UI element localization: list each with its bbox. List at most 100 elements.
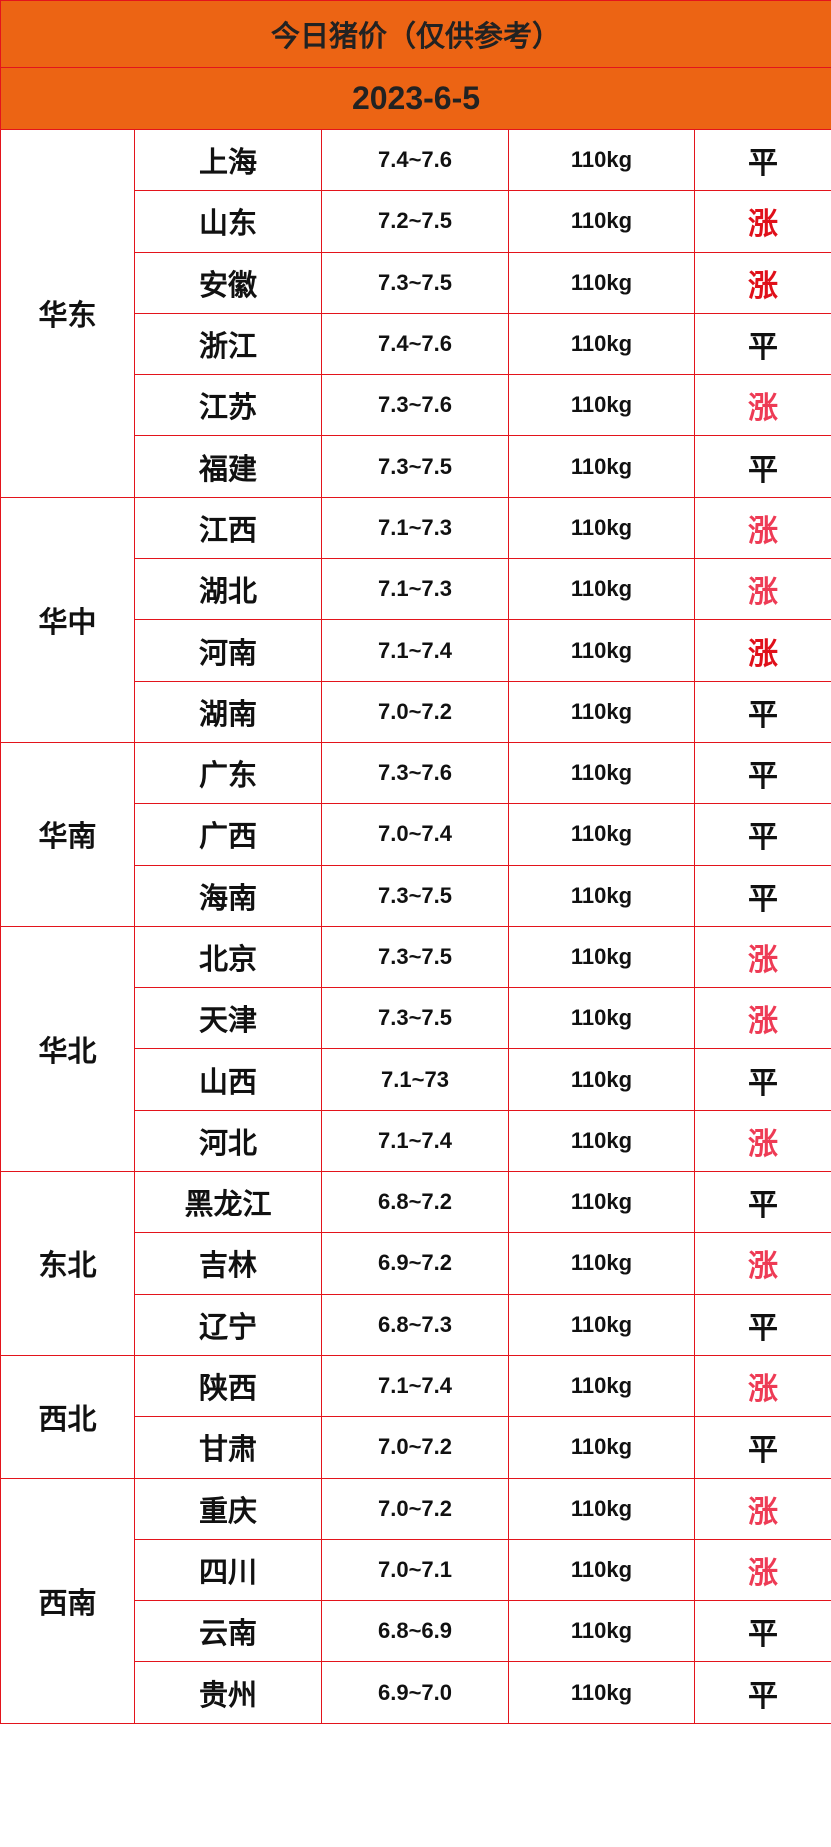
trend: 平 <box>694 803 831 866</box>
price-range: 7.1~7.4 <box>321 619 509 682</box>
province: 陕西 <box>134 1354 322 1418</box>
price-range: 7.0~7.4 <box>321 803 509 866</box>
price-range: 7.3~7.6 <box>321 741 509 805</box>
weight: 110kg <box>508 374 695 437</box>
table-row: 浙江 7.4~7.6 110kg 平 <box>1 312 831 376</box>
price-range: 7.3~7.5 <box>321 251 509 314</box>
price-range: 7.1~7.4 <box>321 1109 509 1173</box>
weight: 110kg <box>508 1048 695 1111</box>
weight: 110kg <box>508 312 695 376</box>
weight: 110kg <box>508 1109 695 1173</box>
table-row: 河南 7.1~7.4 110kg 涨 <box>1 619 831 682</box>
weight: 110kg <box>508 190 695 253</box>
trend: 涨 <box>694 496 831 560</box>
province: 广东 <box>134 741 322 805</box>
price-range: 7.1~7.4 <box>321 1354 509 1418</box>
table-row: 西南 重庆 7.0~7.2 110kg 涨 <box>0 1477 831 1724</box>
price-range: 7.3~7.5 <box>321 435 509 498</box>
weight: 110kg <box>508 925 695 989</box>
trend: 涨 <box>694 987 831 1050</box>
trend: 平 <box>694 741 831 805</box>
weight: 110kg <box>508 1416 695 1479</box>
weight: 110kg <box>508 1661 695 1724</box>
price-range: 7.3~7.5 <box>321 864 509 927</box>
table-row: 广西 7.0~7.4 110kg 平 <box>1 803 831 866</box>
table-row: 西北 陕西 7.1~7.4 110kg 涨 <box>0 1354 831 1479</box>
trend: 涨 <box>694 1477 831 1540</box>
price-range: 6.8~6.9 <box>321 1600 509 1663</box>
table-row: 安徽 7.3~7.5 110kg 涨 <box>1 251 831 314</box>
price-range: 7.0~7.1 <box>321 1538 509 1602</box>
weight: 110kg <box>508 558 695 621</box>
region: 华北 <box>0 925 135 1173</box>
price-range: 7.2~7.5 <box>321 190 509 253</box>
weight: 110kg <box>508 1293 695 1356</box>
weight: 110kg <box>508 987 695 1050</box>
price-range: 7.1~73 <box>321 1048 509 1111</box>
trend: 涨 <box>694 619 831 682</box>
province: 北京 <box>134 925 322 989</box>
region: 西南 <box>0 1477 135 1724</box>
trend: 平 <box>694 1661 831 1724</box>
weight: 110kg <box>508 803 695 866</box>
trend: 涨 <box>694 190 831 253</box>
province: 黑龙江 <box>134 1171 322 1234</box>
trend: 平 <box>694 680 831 743</box>
weight: 110kg <box>508 680 695 743</box>
weight: 110kg <box>508 1171 695 1234</box>
province: 山西 <box>134 1048 322 1111</box>
table-row: 华中 江西 7.1~7.3 110kg 涨 <box>0 496 831 743</box>
table-row: 贵州 6.9~7.0 110kg 平 <box>1 1661 831 1724</box>
table-row: 东北 黑龙江 6.8~7.2 110kg 平 <box>0 1171 831 1356</box>
price-range: 7.4~7.6 <box>321 128 509 192</box>
trend: 平 <box>694 1048 831 1111</box>
trend: 涨 <box>694 1232 831 1295</box>
price-range: 6.8~7.3 <box>321 1293 509 1356</box>
province: 山东 <box>134 190 322 253</box>
province: 安徽 <box>134 251 322 314</box>
trend: 平 <box>694 435 831 498</box>
price-range: 6.9~7.0 <box>321 1661 509 1724</box>
table-row: 甘肃 7.0~7.2 110kg 平 <box>1 1416 831 1479</box>
trend: 平 <box>694 312 831 376</box>
table-body: 今日猪价（仅供参考） 2023-6-5 华东 上海 7.4~7.6 110kg 平山东 7… <box>0 0 831 1724</box>
province: 辽宁 <box>134 1293 322 1356</box>
trend: 涨 <box>694 1109 831 1173</box>
province: 河南 <box>134 619 322 682</box>
trend: 涨 <box>694 558 831 621</box>
table-row: 华南 广东 7.3~7.6 110kg 平 <box>0 741 831 927</box>
price-table: 今日猪价（仅供参考） 2023-6-5 华东 上海 7.4~7.6 110kg 平山东 7… <box>0 0 831 1724</box>
table-row: 华东 上海 7.4~7.6 110kg 平 <box>0 128 831 498</box>
trend: 平 <box>694 1600 831 1663</box>
trend: 平 <box>694 1293 831 1356</box>
table-row: 吉林 6.9~7.2 110kg 涨 <box>1 1232 831 1295</box>
province: 广西 <box>134 803 322 866</box>
table-row: 江苏 7.3~7.6 110kg 涨 <box>1 374 831 437</box>
province: 江西 <box>134 496 322 560</box>
province: 天津 <box>134 987 322 1050</box>
trend: 平 <box>694 128 831 192</box>
trend: 涨 <box>694 1354 831 1418</box>
price-range: 7.3~7.6 <box>321 374 509 437</box>
weight: 110kg <box>508 251 695 314</box>
table-row: 山西 7.1~73 110kg 平 <box>1 1048 831 1111</box>
weight: 110kg <box>508 619 695 682</box>
date: 2023-6-5 <box>0 67 831 130</box>
weight: 110kg <box>508 741 695 805</box>
province: 四川 <box>134 1538 322 1602</box>
table-row: 湖北 7.1~7.3 110kg 涨 <box>1 558 831 621</box>
province: 浙江 <box>134 312 322 376</box>
weight: 110kg <box>508 128 695 192</box>
region: 华东 <box>0 129 135 498</box>
weight: 110kg <box>508 1600 695 1663</box>
province: 湖南 <box>134 680 322 743</box>
province: 海南 <box>134 864 322 927</box>
weight: 110kg <box>508 1232 695 1295</box>
trend: 平 <box>694 864 831 927</box>
trend: 平 <box>694 1171 831 1234</box>
region: 东北 <box>0 1171 135 1356</box>
table-row: 辽宁 6.8~7.3 110kg 平 <box>1 1293 831 1356</box>
weight: 110kg <box>508 496 695 560</box>
weight: 110kg <box>508 1354 695 1418</box>
date-row: 2023-6-5 <box>0 67 831 130</box>
